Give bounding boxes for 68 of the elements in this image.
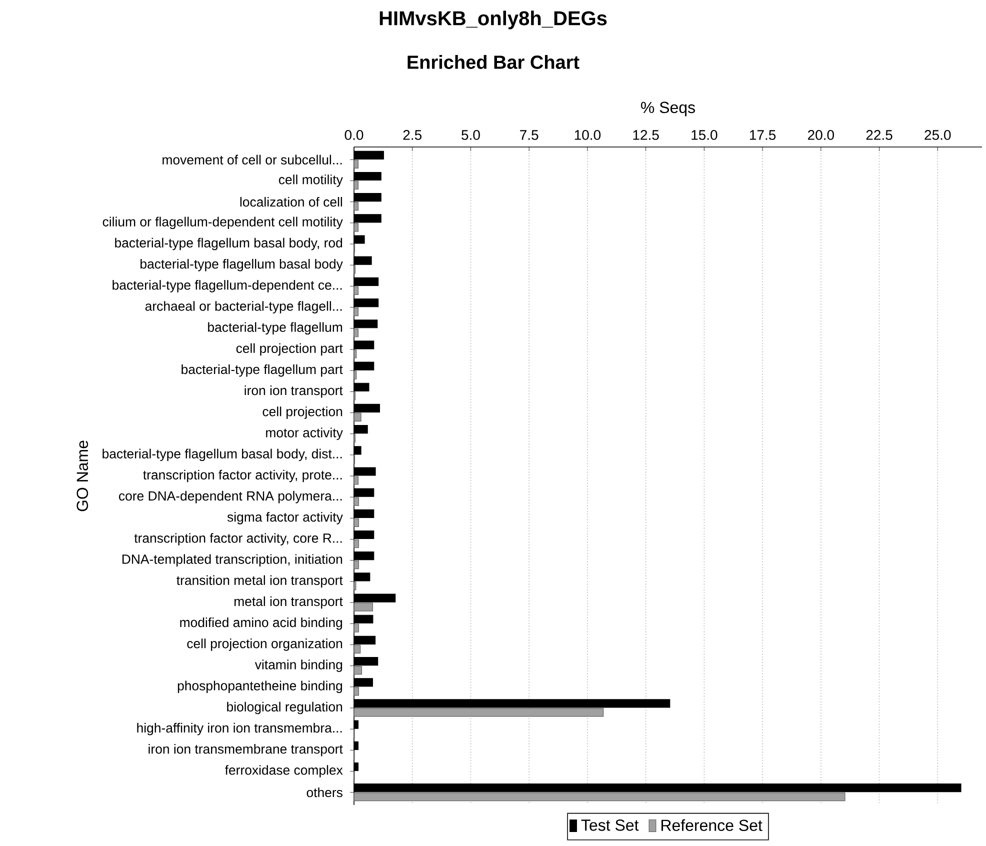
- y-tick-label: cell motility: [278, 174, 343, 187]
- y-tick-label: motor activity: [266, 428, 343, 440]
- x-tick-label: 25.0: [924, 130, 951, 140]
- x-tick-label: 5.0: [462, 130, 480, 140]
- bar: [354, 644, 361, 654]
- y-tick-label: iron ion transmembrane transport: [148, 744, 343, 756]
- x-tick-label: 0.0: [344, 130, 364, 140]
- x-tick-label: 10.0: [574, 130, 601, 140]
- y-tick-label: cell projection: [262, 406, 342, 419]
- y-tick-label: biological regulation: [227, 702, 342, 714]
- x-tick-label: 7.5: [520, 130, 538, 140]
- y-tick-label: ferroxidase complex: [225, 765, 343, 778]
- y-tick-label: localization of cell: [240, 196, 342, 207]
- y-tick-label: phosphopantetheine binding: [178, 680, 342, 694]
- bar: [354, 160, 359, 168]
- y-tick-label: iron ion transport: [244, 385, 343, 398]
- bar: [354, 602, 373, 612]
- y-tick-label: transition metal ion transport: [176, 575, 343, 588]
- y-tick-label: bacterial-type flagellum basal body, rod: [115, 238, 342, 250]
- x-tick-label: 17.5: [750, 130, 776, 140]
- y-axis-title: GO Name: [76, 440, 88, 512]
- y-tick-label: sigma factor activity: [227, 512, 343, 524]
- y-tick-label: others: [306, 787, 342, 798]
- bar: [354, 370, 357, 380]
- bar: [354, 539, 359, 548]
- y-tick-label: high-affinity iron ion transmembra...: [137, 722, 342, 736]
- y-tick-label: transcription factor activity, core R...: [134, 533, 342, 546]
- bar: [354, 666, 362, 675]
- bar: [354, 497, 359, 506]
- chart-subtitle: Enriched Bar Chart: [408, 55, 580, 69]
- bar: [354, 180, 359, 190]
- x-tick-label: 20.0: [808, 130, 834, 140]
- bar: [354, 328, 359, 338]
- y-tick-label: cilium or flagellum-dependent cell motility: [102, 216, 343, 230]
- bar: [354, 286, 359, 295]
- y-tick-label: metal ion transport: [234, 596, 343, 609]
- bar: [354, 518, 359, 527]
- x-tick-label: 2.5: [403, 130, 422, 140]
- bar: [354, 223, 359, 232]
- y-tick-label: bacterial-type flagellum: [208, 322, 342, 335]
- y-tick-label: bacterial-type flagellum part: [182, 364, 343, 377]
- bar: [354, 624, 359, 632]
- legend-label: Test Set: [581, 819, 639, 831]
- bar: [354, 560, 359, 570]
- y-tick-label: movement of cell or subcellul...: [162, 154, 342, 164]
- bar: [354, 307, 359, 316]
- y-tick-label: bacterial-type flagellum basal body, dist...: [102, 448, 342, 462]
- y-tick-label: vitamin binding: [254, 660, 342, 672]
- y-tick-label: bacterial-type flagellum basal body: [140, 258, 343, 272]
- y-tick-label: DNA-templated transcription, initiation: [122, 554, 342, 566]
- x-axis-title: % Seqs: [640, 102, 695, 116]
- y-tick-label: transcription factor activity, prote...: [143, 470, 342, 482]
- y-tick-label: bacterial-type flagellum-dependent ce...: [112, 280, 342, 292]
- bar: [354, 202, 359, 211]
- y-tick-label: core DNA-dependent RNA polymera...: [119, 490, 342, 504]
- y-tick-label: archaeal or bacterial-type flagell...: [145, 301, 342, 314]
- bar: [354, 350, 357, 358]
- x-tick-label: 15.0: [692, 130, 718, 140]
- y-tick-label: cell projection part: [236, 343, 343, 356]
- bar: [354, 412, 362, 422]
- bar: [354, 476, 359, 485]
- bar: [354, 687, 359, 696]
- legend-label: Reference Set: [662, 819, 762, 832]
- y-tick-label: modified amino acid binding: [180, 617, 342, 630]
- x-tick-label: 22.5: [866, 130, 892, 140]
- y-tick-label: cell projection organization: [187, 638, 342, 651]
- chart-title: HIMvsKB_only8h_DEGs: [380, 10, 607, 30]
- x-tick-label: 12.5: [633, 130, 659, 140]
